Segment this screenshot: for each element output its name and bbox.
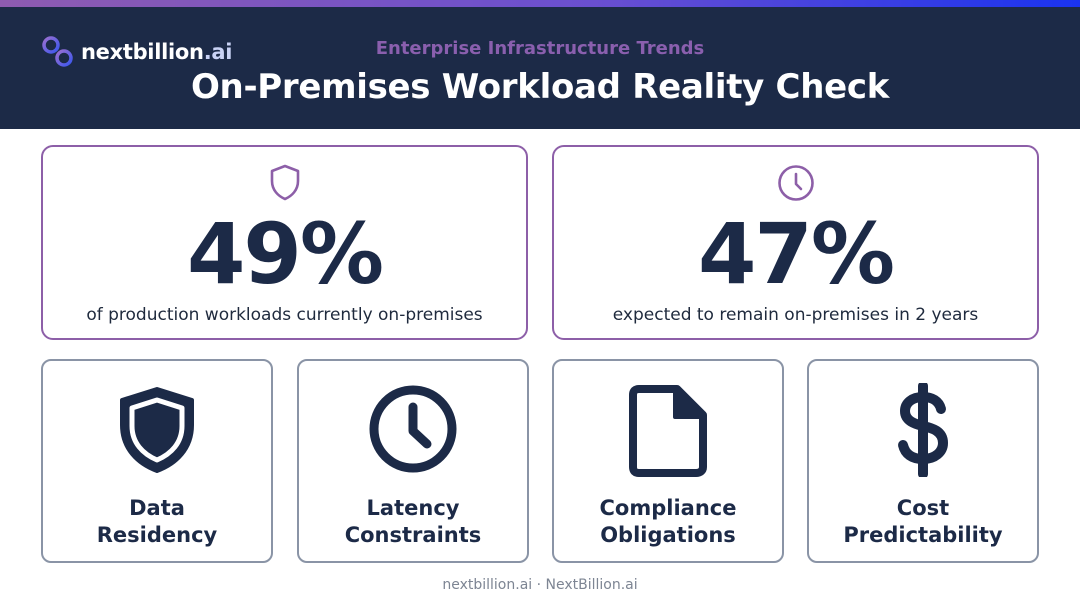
stat-label: of production workloads currently on-pre…	[86, 305, 483, 325]
header-banner: nextbillion.ai Enterprise Infrastructure…	[0, 7, 1080, 129]
factor-card-data-residency: Data Residency	[41, 359, 273, 563]
factor-card-latency: Latency Constraints	[297, 359, 529, 563]
shield-icon	[116, 385, 198, 479]
stat-value: 49%	[186, 205, 384, 303]
stat-label: expected to remain on-premises in 2 year…	[612, 305, 979, 325]
factor-card-cost: Cost Predictability	[807, 359, 1039, 563]
clock-icon	[776, 163, 816, 207]
top-accent-stripe	[0, 0, 1080, 7]
factor-label-line1: Compliance	[599, 496, 737, 520]
factor-label-line1: Cost	[896, 496, 950, 520]
factor-label-line1: Data	[129, 496, 185, 520]
page-title: On-Premises Workload Reality Check	[190, 67, 890, 107]
stat-value: 47%	[697, 205, 895, 303]
brand-logo: nextbillion.ai	[41, 34, 232, 70]
stat-card-current: 49% of production workloads currently on…	[41, 145, 528, 340]
clock-icon	[367, 383, 459, 479]
logo-mark-icon	[42, 36, 73, 67]
logo-wordmark: nextbillion.ai	[81, 40, 232, 64]
logo-wordmark-main: nextbillion	[81, 40, 204, 64]
logo-wordmark-suffix: .ai	[203, 40, 233, 64]
factor-label-line1: Latency	[366, 496, 460, 520]
factor-label-line2: Obligations	[600, 523, 736, 547]
shield-icon	[268, 163, 302, 205]
footer-credit: nextbillion.ai · NextBillion.ai	[442, 577, 638, 593]
factor-label-line2: Residency	[96, 523, 218, 547]
factor-label-line2: Constraints	[344, 523, 482, 547]
factor-card-compliance: Compliance Obligations	[552, 359, 784, 563]
factor-label: Compliance Obligations	[554, 495, 782, 549]
stat-card-projected: 47% expected to remain on-premises in 2 …	[552, 145, 1039, 340]
factor-label: Data Residency	[43, 495, 271, 549]
dollar-icon	[891, 381, 955, 481]
page-subtitle: Enterprise Infrastructure Trends	[375, 38, 705, 59]
factor-label: Latency Constraints	[299, 495, 527, 549]
document-icon	[629, 385, 707, 481]
factor-label-line2: Predictability	[843, 523, 1003, 547]
factor-label: Cost Predictability	[809, 495, 1037, 549]
